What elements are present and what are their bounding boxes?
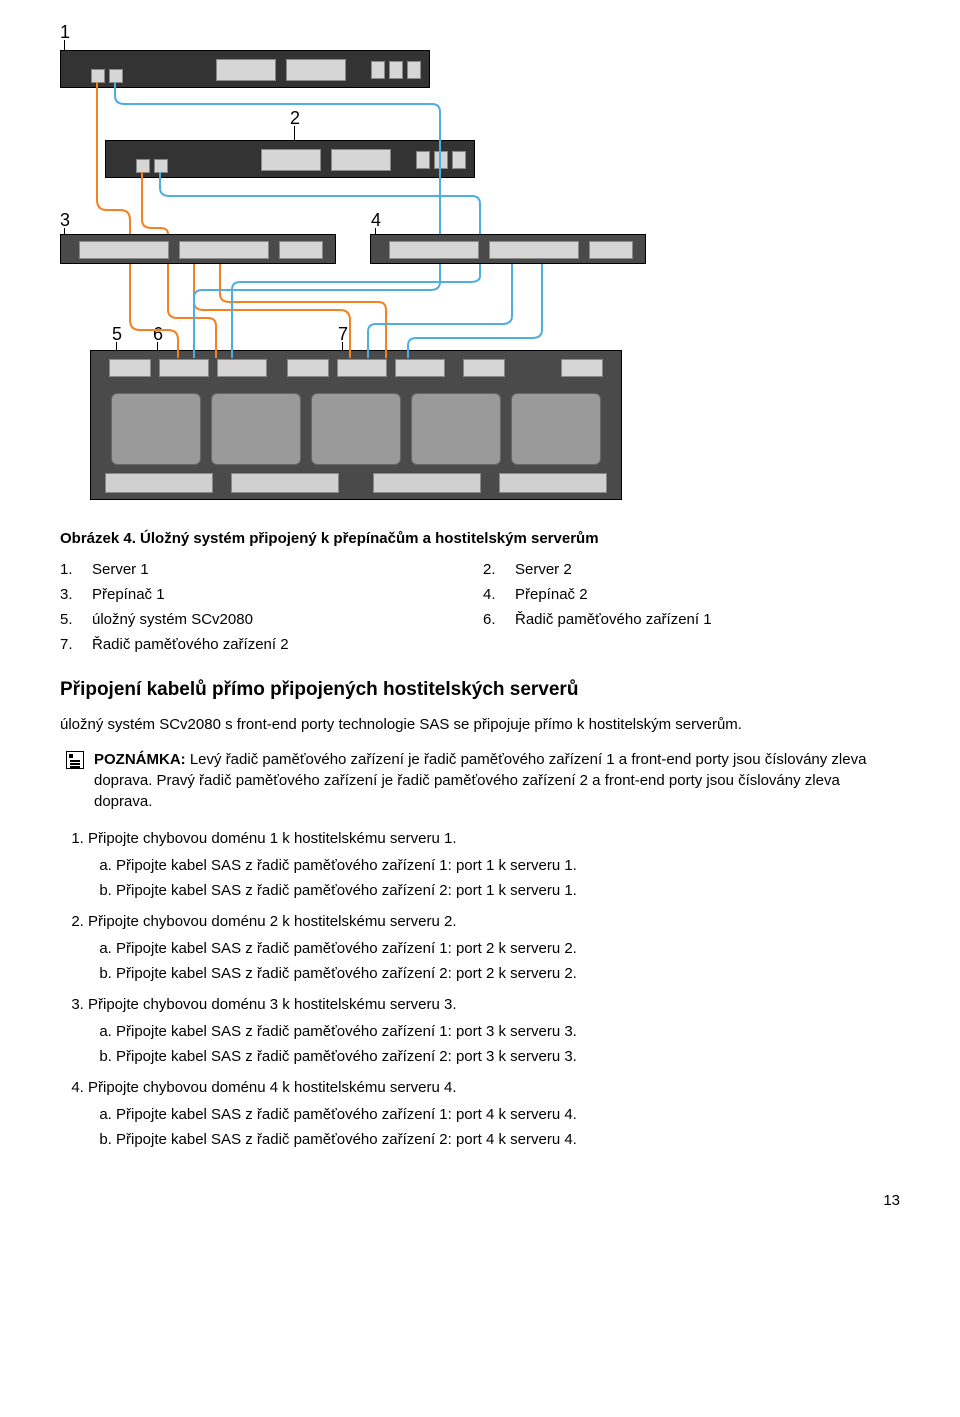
legend-num: 3. [60,584,86,605]
substeps-list: Připojte kabel SAS z řadič paměťového za… [88,855,900,901]
storage-scv2080 [90,350,622,500]
note-block: POZNÁMKA: Levý řadič paměťového zařízení… [60,749,900,812]
note-body: Levý řadič paměťového zařízení je řadič … [94,751,866,810]
note-text: POZNÁMKA: Levý řadič paměťového zařízení… [94,749,900,812]
note-icon [66,751,84,769]
legend-num: 7. [60,634,86,655]
step-text: Připojte chybovou doménu 4 k hostitelské… [88,1079,457,1096]
legend-label: Řadič paměťového zařízení 1 [515,609,900,630]
wiring-diagram: 1 2 3 4 5 6 7 [60,20,650,510]
legend-num: 5. [60,609,86,630]
step-text: Připojte chybovou doménu 2 k hostitelské… [88,913,457,930]
substeps-list: Připojte kabel SAS z řadič paměťového za… [88,1021,900,1067]
legend-label: úložný systém SCv2080 [92,609,477,630]
legend-num: 1. [60,559,86,580]
substeps-list: Připojte kabel SAS z řadič paměťového za… [88,1104,900,1150]
step-item: Připojte chybovou doménu 1 k hostitelské… [88,828,900,901]
step-text: Připojte chybovou doménu 1 k hostitelské… [88,830,457,847]
legend-num: 4. [483,584,509,605]
step-item: Připojte chybovou doménu 3 k hostitelské… [88,994,900,1067]
legend-label: Server 1 [92,559,477,580]
step-item: Připojte chybovou doménu 2 k hostitelské… [88,911,900,984]
substep-item: Připojte kabel SAS z řadič paměťového za… [116,1104,900,1125]
switch-2 [370,234,646,264]
server-2 [105,140,475,178]
substeps-list: Připojte kabel SAS z řadič paměťového za… [88,938,900,984]
legend-label: Server 2 [515,559,900,580]
substep-item: Připojte kabel SAS z řadič paměťového za… [116,880,900,901]
step-item: Připojte chybovou doménu 4 k hostitelské… [88,1077,900,1150]
diagram-label-1: 1 [60,20,70,45]
legend-label: Přepínač 1 [92,584,477,605]
substep-item: Připojte kabel SAS z řadič paměťového za… [116,855,900,876]
diagram-label-6: 6 [153,322,163,347]
diagram-label-7: 7 [338,322,348,347]
substep-item: Připojte kabel SAS z řadič paměťového za… [116,963,900,984]
diagram-label-5: 5 [112,322,122,347]
legend-label: Přepínač 2 [515,584,900,605]
section-title: Připojení kabelů přímo připojených hosti… [60,677,900,704]
legend-label: Řadič paměťového zařízení 2 [92,634,477,655]
figure-caption: Obrázek 4. Úložný systém připojený k pře… [60,528,900,549]
legend-num: 2. [483,559,509,580]
substep-item: Připojte kabel SAS z řadič paměťového za… [116,938,900,959]
switch-1 [60,234,336,264]
diagram-label-4: 4 [371,208,381,233]
server-1 [60,50,430,88]
diagram-label-2: 2 [290,106,300,131]
steps-list: Připojte chybovou doménu 1 k hostitelské… [60,828,900,1150]
substep-item: Připojte kabel SAS z řadič paměťového za… [116,1046,900,1067]
step-text: Připojte chybovou doménu 3 k hostitelské… [88,996,457,1013]
note-label: POZNÁMKA: [94,751,190,768]
legend-num: 6. [483,609,509,630]
legend-grid: 1. Server 1 2. Server 2 3. Přepínač 1 4.… [60,559,900,655]
diagram-label-3: 3 [60,208,70,233]
page-number: 13 [60,1190,900,1211]
substep-item: Připojte kabel SAS z řadič paměťového za… [116,1129,900,1150]
substep-item: Připojte kabel SAS z řadič paměťového za… [116,1021,900,1042]
intro-text: úložný systém SCv2080 s front-end porty … [60,714,900,735]
